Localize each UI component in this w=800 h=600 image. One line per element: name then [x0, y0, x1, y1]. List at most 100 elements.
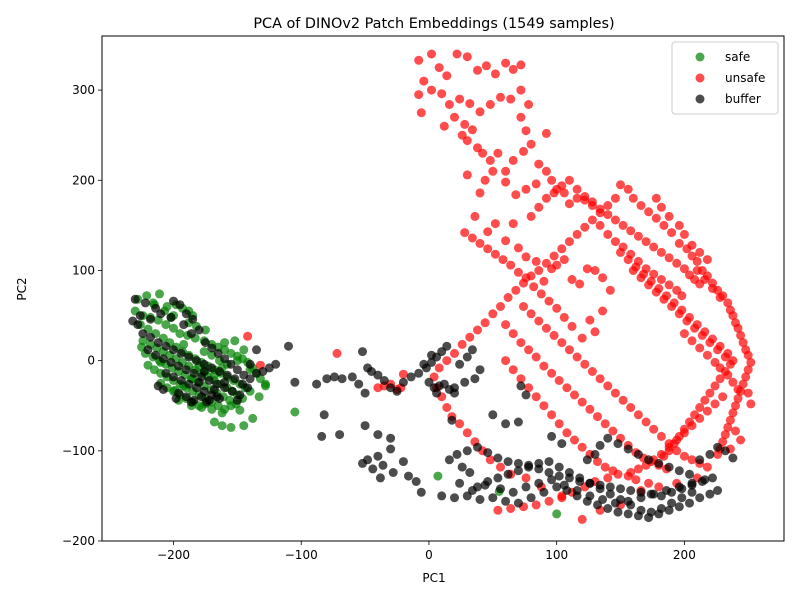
point-unsafe-60 [508, 219, 518, 229]
point-unsafe-51 [501, 177, 511, 187]
point-safe-105 [217, 408, 227, 418]
point-buffer-142 [488, 493, 498, 503]
point-unsafe-185 [526, 309, 536, 319]
point-safe-116 [220, 338, 230, 348]
point-unsafe-266 [705, 388, 715, 398]
point-unsafe-377 [618, 242, 628, 252]
point-unsafe-57 [483, 227, 493, 237]
point-unsafe-86 [656, 247, 666, 257]
point-unsafe-147 [521, 473, 531, 483]
point-buffer-155 [633, 511, 643, 521]
point-unsafe-292 [679, 229, 689, 239]
point-buffer-43 [181, 365, 191, 375]
point-buffer-179 [595, 480, 605, 490]
point-unsafe-200 [641, 417, 651, 427]
point-buffer-0 [130, 294, 140, 304]
point-unsafe-52 [488, 166, 498, 176]
point-unsafe-239 [562, 428, 572, 438]
x-tick-label: −100 [285, 548, 318, 562]
point-unsafe-33 [478, 148, 488, 158]
point-buffer-176 [564, 473, 574, 483]
point-buffer-197 [467, 345, 477, 355]
point-buffer-13 [213, 348, 223, 358]
point-unsafe-43 [541, 166, 551, 176]
point-unsafe-170 [511, 285, 521, 295]
point-safe-113 [290, 407, 300, 417]
point-safe-117 [230, 336, 240, 346]
point-buffer-4 [146, 314, 155, 324]
point-buffer-260 [194, 377, 204, 387]
point-safe-15 [175, 329, 185, 339]
point-buffer-73 [360, 388, 370, 398]
point-buffer-115 [416, 487, 426, 497]
y-tick-label: 100 [72, 263, 95, 277]
y-axis-ticks: −200 −100 0 100 200 300 [62, 83, 102, 548]
point-safe-118 [239, 345, 249, 355]
point-unsafe-10 [501, 58, 511, 68]
point-unsafe-306 [695, 343, 705, 353]
point-unsafe-317 [687, 421, 697, 431]
point-safe-14 [169, 323, 178, 333]
point-unsafe-198 [626, 403, 636, 412]
point-unsafe-303 [715, 293, 725, 302]
point-unsafe-326 [613, 469, 623, 479]
point-buffer-153 [613, 507, 623, 517]
point-unsafe-350 [567, 321, 577, 331]
point-unsafe-72 [598, 273, 608, 283]
point-unsafe-44 [547, 175, 557, 185]
point-buffer-254 [252, 345, 261, 355]
point-buffer-210 [595, 440, 605, 450]
point-unsafe-179 [580, 222, 590, 232]
point-buffer-112 [375, 473, 385, 483]
point-unsafe-302 [708, 284, 717, 293]
point-unsafe-370 [564, 175, 574, 185]
point-buffer-156 [644, 513, 654, 523]
point-unsafe-96 [636, 201, 646, 210]
point-unsafe-39 [526, 139, 536, 149]
point-unsafe-374 [595, 220, 605, 230]
point-buffer-97 [432, 388, 442, 398]
point-unsafe-100 [667, 228, 677, 238]
point-safe-115 [261, 381, 270, 391]
point-buffer-235 [585, 491, 595, 501]
point-unsafe-210 [508, 329, 518, 339]
point-unsafe-297 [664, 211, 674, 221]
point-unsafe-368 [549, 188, 559, 198]
point-unsafe-288 [708, 334, 717, 344]
point-buffer-258 [186, 397, 196, 407]
point-unsafe-135 [731, 426, 740, 436]
legend-marker-buffer [695, 94, 705, 104]
point-buffer-161 [695, 493, 705, 503]
point-buffer-22 [271, 359, 281, 369]
point-buffer-98 [319, 410, 329, 420]
point-buffer-82 [406, 372, 416, 382]
point-unsafe-175 [549, 251, 559, 261]
x-axis-ticks: −200 −100 0 100 200 [157, 541, 696, 562]
point-unsafe-5 [452, 49, 462, 59]
point-buffer-232 [547, 475, 557, 485]
point-buffer-83 [414, 368, 424, 378]
point-buffer-166 [462, 446, 472, 456]
point-unsafe-189 [557, 338, 567, 348]
point-buffer-9 [188, 314, 198, 324]
point-unsafe-379 [633, 256, 643, 266]
point-unsafe-235 [531, 392, 541, 402]
point-unsafe-365 [526, 211, 536, 221]
point-buffer-241 [662, 486, 671, 495]
point-unsafe-93 [616, 180, 625, 190]
point-buffer-138 [667, 498, 677, 508]
point-unsafe-127 [725, 415, 735, 425]
point-unsafe-310 [723, 370, 733, 380]
point-safe-122 [179, 339, 189, 349]
point-unsafe-265 [710, 381, 720, 391]
point-unsafe-354 [536, 289, 546, 299]
point-unsafe-313 [718, 392, 728, 402]
point-buffer-223 [720, 446, 730, 456]
point-buffer-40 [158, 354, 168, 364]
point-unsafe-347 [598, 306, 608, 316]
point-unsafe-88 [672, 258, 682, 268]
point-unsafe-0 [414, 55, 424, 65]
point-buffer-162 [705, 489, 715, 499]
point-unsafe-17 [455, 94, 465, 104]
